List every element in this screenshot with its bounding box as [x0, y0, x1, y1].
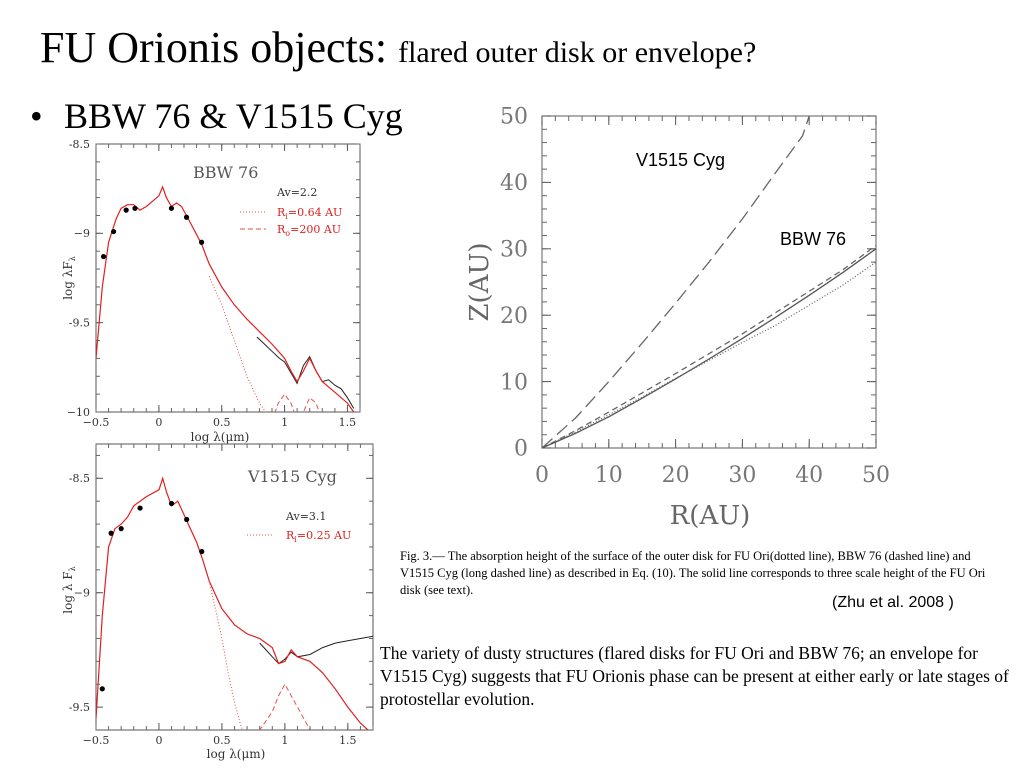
- x-tick-label: 1.5: [339, 734, 357, 747]
- x-tick-label: 50: [862, 463, 890, 488]
- sed-plot-bbw76: −0.5 0 0.5 1 1.5−10-9.5−9-8.5 BBW 76 Av=2.2 …: [61, 138, 361, 444]
- x-tick-label: 1: [281, 734, 288, 747]
- x-tick-label: 0: [155, 416, 162, 429]
- inner-disk-model-line: [208, 581, 244, 730]
- inner-disk-model-line: [208, 275, 267, 412]
- label-bbw76: BBW 76: [780, 229, 846, 249]
- x-axis-label: log λ(μm): [191, 430, 250, 444]
- y-tick-label: −9: [74, 227, 90, 240]
- photometry-point: [108, 530, 114, 536]
- ri-label: Ri=0.25 AU: [286, 529, 351, 544]
- outer-disk-model-line: [258, 683, 311, 730]
- citation: (Zhu et al. 2008 ): [832, 594, 954, 611]
- x-tick-label: 0: [535, 463, 549, 488]
- figure-caption: Fig. 3.— The absorption height of the su…: [400, 549, 986, 597]
- x-tick-label: 10: [595, 463, 623, 488]
- x-tick-label: 20: [662, 463, 690, 488]
- x-tick-label: 30: [728, 463, 756, 488]
- x-tick-label: 0.5: [213, 734, 231, 747]
- photometry-point: [118, 526, 124, 532]
- model-sed-line: [96, 185, 355, 412]
- y-tick-label: -8.5: [69, 472, 90, 485]
- bullet-dot-icon: •: [30, 96, 43, 136]
- photometry-point: [199, 548, 205, 555]
- outer-disk-model-line: [274, 393, 320, 412]
- ro-label: Ro=200 AU: [277, 223, 341, 238]
- plot-frame: [95, 143, 361, 413]
- y-axis-label: Z(AU): [465, 242, 495, 321]
- plot-frame: [541, 115, 877, 449]
- y-tick-label: 20: [500, 304, 528, 329]
- ri-label: Ri=0.64 AU: [277, 206, 342, 221]
- x-tick-label: −0.5: [83, 734, 110, 747]
- sed-plot-v1515cyg: −0.5 0 0.5 1 1.5-9.5−9-8.5 V1515 Cyg Av=3.1 …: [61, 443, 374, 761]
- photometry-point: [184, 516, 190, 523]
- x-axis-label: R(AU): [670, 501, 751, 531]
- slide-title-sub: flared outer disk or envelope?: [398, 36, 757, 69]
- plot-frame: [95, 443, 374, 731]
- y-tick-label: 50: [500, 105, 528, 130]
- y-tick-label: 0: [514, 437, 528, 462]
- x-tick-label: 0.5: [213, 416, 231, 429]
- label-v1515cyg: V1515 Cyg: [636, 150, 725, 170]
- photometry-point: [199, 239, 205, 245]
- photometry-point: [111, 228, 117, 235]
- x-tick-label: 40: [795, 463, 823, 488]
- plot-object-label: V1515 Cyg: [247, 467, 337, 486]
- y-tick-label: 40: [500, 171, 528, 196]
- x-tick-label: 0: [155, 734, 162, 747]
- model-sed-line: [96, 476, 369, 730]
- photometry-point: [137, 505, 143, 511]
- photometry-point: [132, 205, 138, 211]
- y-axis-label: log λFλ: [61, 256, 77, 300]
- slide-title-main: FU Orionis objects:: [40, 23, 388, 72]
- bbw76-height-line: [541, 244, 877, 449]
- y-tick-label: -9.5: [69, 701, 90, 714]
- y-tick-label: 30: [500, 238, 528, 263]
- photometry-point: [99, 686, 105, 692]
- av-label: Av=2.2: [276, 186, 317, 199]
- slide-title: FU Orionis objects: flared outer disk or…: [40, 26, 756, 70]
- observed-spectrum-line: [256, 336, 355, 409]
- av-label: Av=3.1: [285, 510, 326, 523]
- photometry-point: [168, 500, 175, 507]
- v1515cyg-height-line: [541, 115, 810, 449]
- fu-ori-scale-height-line: [541, 248, 877, 449]
- fu-ori-height-line: [541, 261, 877, 449]
- x-axis-label: log λ(μm): [207, 747, 266, 761]
- y-tick-label: −9: [74, 587, 90, 600]
- x-tick-label: 1: [281, 416, 288, 429]
- photometry-point: [168, 205, 175, 211]
- y-tick-label: -9.5: [69, 317, 90, 330]
- y-tick-label: -8.5: [69, 138, 90, 151]
- y-axis-label: log λ Fλ: [61, 566, 77, 613]
- x-tick-label: 1.5: [339, 416, 357, 429]
- photometry-point: [100, 253, 107, 260]
- photometry-point: [183, 214, 190, 220]
- photometry-point: [123, 207, 129, 213]
- y-tick-label: −10: [67, 406, 90, 419]
- bullet-text: BBW 76 & V1515 Cyg: [64, 96, 403, 136]
- y-tick-label: 10: [500, 370, 528, 395]
- plot-object-label: BBW 76: [193, 163, 258, 182]
- bullet-item: • BBW 76 & V1515 Cyg: [30, 98, 403, 134]
- x-tick-label: −0.5: [83, 416, 110, 429]
- summary-text: The variety of dusty structures (flared …: [380, 643, 1009, 709]
